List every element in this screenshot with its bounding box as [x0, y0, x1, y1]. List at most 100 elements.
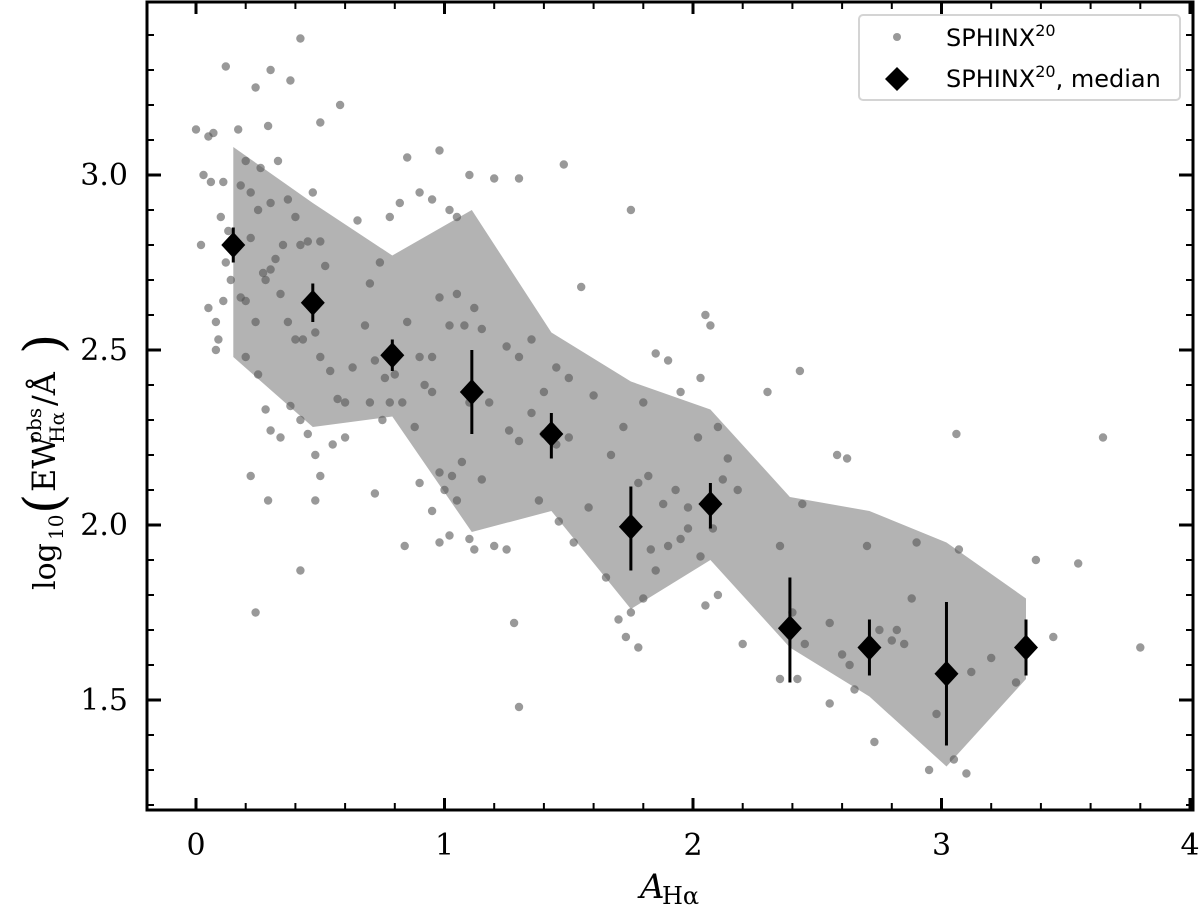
- scatter-point: [912, 538, 921, 547]
- scatter-point: [236, 181, 245, 190]
- median-diamond: [539, 421, 564, 447]
- scatter-point: [564, 373, 573, 383]
- scatter-point: [552, 363, 561, 372]
- median-diamond: [777, 615, 802, 642]
- scatter-point: [509, 618, 519, 628]
- svg-text:Hα: Hα: [662, 882, 699, 907]
- scatter-point: [415, 352, 424, 362]
- scatter-point: [626, 608, 636, 617]
- scatter-point: [452, 496, 462, 505]
- scatter-point: [420, 380, 429, 390]
- scatter-point: [296, 240, 305, 250]
- scatter-point: [465, 170, 474, 180]
- scatter-point: [435, 468, 444, 477]
- scatter-point: [291, 212, 300, 222]
- scatter-point: [907, 594, 916, 603]
- scatter-point: [490, 174, 499, 183]
- scatter-point: [303, 237, 312, 246]
- scatter-point: [219, 296, 228, 306]
- scatter-point: [924, 765, 934, 775]
- scatter-point: [378, 415, 387, 425]
- scatter-point: [298, 335, 308, 344]
- scatter-point: [651, 566, 660, 575]
- scatter-point: [427, 387, 437, 397]
- scatter-point: [311, 450, 320, 460]
- scatter-point: [470, 303, 479, 313]
- scatter-point: [261, 275, 270, 285]
- scatter-point: [308, 188, 317, 197]
- x-tick-label: 3: [932, 828, 951, 863]
- scatter-point: [196, 240, 206, 250]
- scatter-point: [693, 433, 703, 442]
- scatter-point: [825, 618, 834, 628]
- scatter-point: [395, 198, 404, 208]
- scatter-point: [621, 632, 631, 642]
- scatter-point: [825, 699, 834, 708]
- scatter-point: [962, 769, 971, 778]
- scatter-point: [365, 398, 375, 407]
- scatter-point: [646, 545, 655, 554]
- scatter-point: [348, 363, 357, 372]
- scatter-point: [385, 212, 394, 222]
- scatter-point: [241, 156, 250, 166]
- scatter-point: [845, 660, 854, 670]
- scatter-point: [837, 650, 847, 659]
- scatter-point: [569, 538, 578, 547]
- scatter-point: [199, 170, 208, 180]
- scatter-point: [634, 478, 643, 488]
- scatter-point: [683, 524, 693, 533]
- scatter-point: [626, 205, 636, 215]
- scatter-point: [514, 352, 524, 362]
- scatter-point: [798, 499, 807, 509]
- scatter-point: [713, 422, 723, 432]
- scatter-point: [440, 485, 449, 495]
- svg-text:Hα: Hα: [45, 412, 69, 443]
- scatter-point: [385, 398, 394, 407]
- x-axis-label: A Hα: [637, 867, 699, 907]
- svg-text:): ): [14, 334, 74, 354]
- median-markers: [221, 227, 1038, 746]
- scatter-point: [932, 709, 941, 719]
- median-diamond: [698, 491, 723, 517]
- scatter-point: [435, 146, 444, 155]
- scatter-point: [527, 408, 536, 418]
- scatter-point: [445, 205, 454, 215]
- scatter-point: [211, 317, 221, 327]
- scatter-point: [793, 674, 802, 684]
- scatter-point: [589, 391, 598, 400]
- scatter-point: [502, 342, 511, 351]
- scatter-point: [263, 121, 273, 131]
- scatter-point: [651, 349, 660, 358]
- scatter-point: [353, 216, 362, 225]
- scatter-point: [276, 289, 285, 299]
- scatter-point: [375, 258, 385, 267]
- scatter-point: [850, 685, 859, 694]
- scatter-point: [241, 296, 250, 306]
- scatter-point: [276, 433, 285, 442]
- scatter-point: [283, 317, 293, 327]
- scatter-point: [676, 387, 685, 397]
- y-tick-label: 2.5: [80, 333, 128, 368]
- y-axis-label: log 10 ( EW obs Hα /Å ): [14, 334, 74, 590]
- svg-text:obs: obs: [22, 408, 46, 443]
- scatter-point: [663, 356, 673, 365]
- scatter-point: [311, 328, 320, 337]
- scatter-point: [271, 254, 280, 264]
- median-diamond: [857, 634, 882, 661]
- scatter-point: [266, 65, 275, 75]
- svg-text:10: 10: [44, 515, 68, 540]
- scatter-point: [457, 457, 467, 467]
- scatter-point: [514, 174, 524, 183]
- median-diamond: [380, 342, 405, 369]
- scatter-point: [206, 177, 216, 187]
- scatter-point: [286, 401, 295, 411]
- scatter-point: [221, 258, 230, 267]
- scatter-point: [214, 335, 223, 344]
- scatter-point: [296, 415, 305, 425]
- scatter-point: [601, 573, 611, 582]
- scatter-point: [842, 454, 852, 463]
- scatter-point: [273, 156, 283, 166]
- scatter-point: [296, 566, 305, 575]
- scatter-point: [713, 590, 723, 600]
- scatter-point: [427, 506, 437, 516]
